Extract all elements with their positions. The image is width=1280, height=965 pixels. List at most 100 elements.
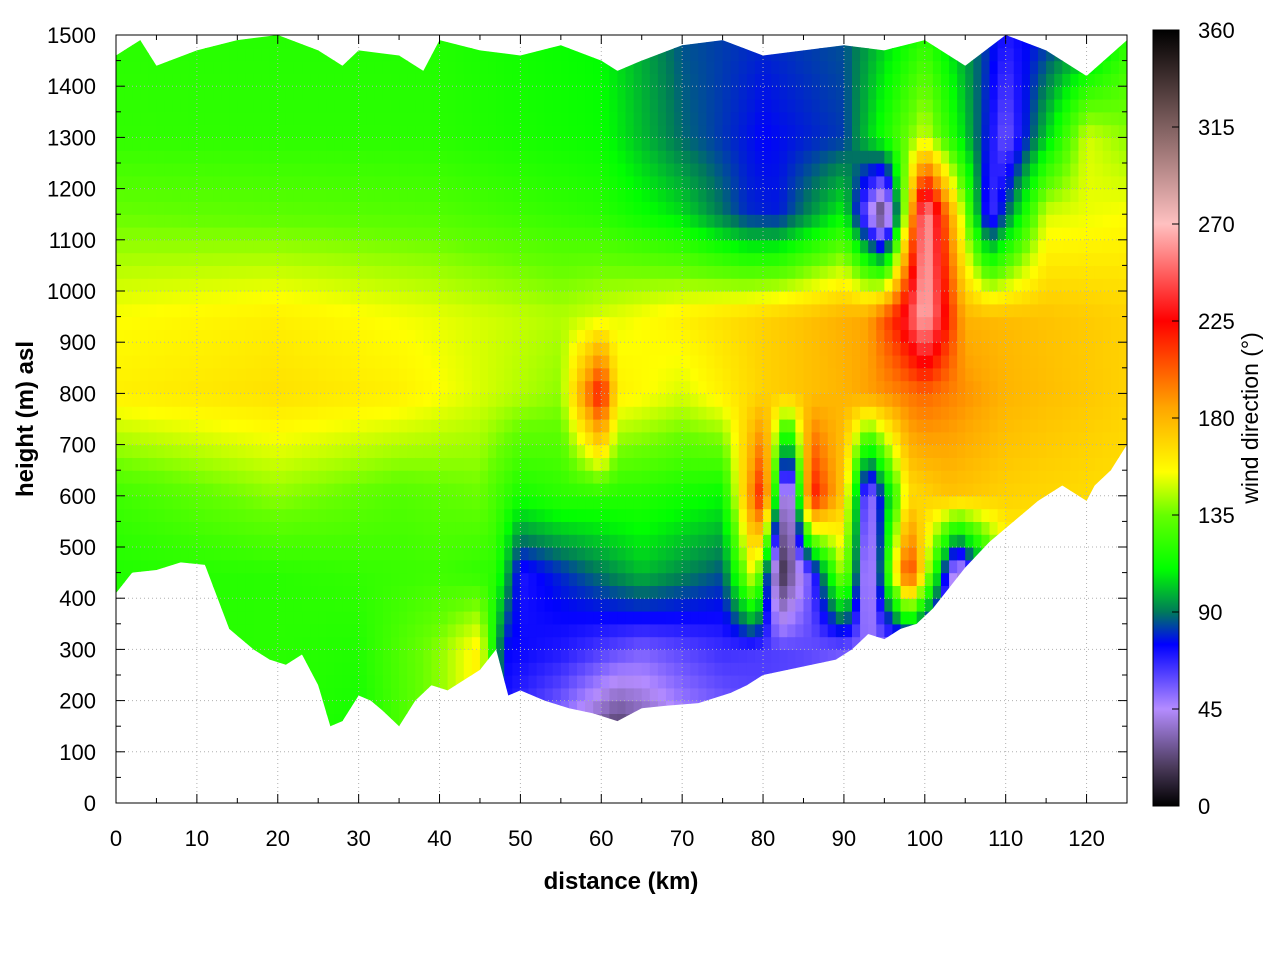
heatmap-cell bbox=[310, 777, 319, 790]
heatmap-cell bbox=[560, 188, 570, 202]
heatmap-cell bbox=[690, 585, 699, 599]
heatmap-cell bbox=[334, 73, 344, 87]
heatmap-cell bbox=[180, 431, 190, 446]
heatmap-cell bbox=[132, 291, 141, 305]
heatmap-cell bbox=[536, 457, 546, 471]
heatmap-cell bbox=[585, 227, 594, 241]
heatmap-cell bbox=[366, 585, 376, 599]
heatmap-cell bbox=[213, 60, 222, 74]
heatmap-cell bbox=[601, 419, 610, 433]
heatmap-cell bbox=[439, 137, 449, 151]
heatmap-cell bbox=[722, 572, 732, 586]
heatmap-cell bbox=[188, 611, 198, 625]
heatmap-cell bbox=[116, 431, 125, 446]
heatmap-cell bbox=[722, 444, 732, 458]
heatmap-cell bbox=[763, 406, 772, 420]
heatmap-cell bbox=[504, 547, 513, 561]
heatmap-cell bbox=[512, 137, 521, 151]
heatmap-cell bbox=[536, 163, 546, 177]
heatmap-cell bbox=[148, 47, 158, 62]
heatmap-cell bbox=[302, 726, 311, 739]
heatmap-cell bbox=[585, 342, 594, 356]
heatmap-cell bbox=[390, 585, 400, 599]
heatmap-cell bbox=[382, 636, 392, 650]
heatmap-cell bbox=[116, 342, 125, 356]
heatmap-cell bbox=[221, 765, 230, 778]
heatmap-cell bbox=[649, 483, 659, 497]
heatmap-cell bbox=[399, 227, 408, 241]
heatmap-cell bbox=[763, 393, 772, 407]
heatmap-cell bbox=[617, 419, 627, 433]
heatmap-cell bbox=[148, 35, 158, 49]
heatmap-cell bbox=[674, 623, 683, 638]
heatmap-cell bbox=[512, 252, 521, 266]
heatmap-cell bbox=[253, 765, 262, 778]
heatmap-cell bbox=[617, 777, 626, 790]
heatmap-cell bbox=[544, 175, 554, 190]
heatmap-cell bbox=[471, 278, 481, 292]
heatmap-cell bbox=[560, 636, 570, 650]
heatmap-cell bbox=[318, 752, 327, 765]
heatmap-cell bbox=[682, 188, 691, 202]
heatmap-cell bbox=[698, 431, 708, 446]
heatmap-cell bbox=[641, 534, 651, 548]
heatmap-cell bbox=[609, 598, 619, 612]
heatmap-cell bbox=[520, 278, 530, 292]
heatmap-cell bbox=[666, 739, 675, 752]
heatmap-cell bbox=[237, 636, 247, 650]
heatmap-cell bbox=[164, 227, 174, 241]
heatmap-cell bbox=[213, 470, 222, 484]
heatmap-cell bbox=[706, 265, 716, 279]
heatmap-cell bbox=[390, 611, 400, 625]
heatmap-cell bbox=[714, 214, 724, 228]
heatmap-cell bbox=[261, 521, 271, 535]
heatmap-cell bbox=[657, 355, 667, 369]
heatmap-cell bbox=[544, 495, 554, 510]
heatmap-cell bbox=[180, 521, 190, 535]
heatmap-cell bbox=[544, 713, 554, 727]
heatmap-cell bbox=[269, 623, 279, 638]
heatmap-cell bbox=[763, 623, 772, 638]
heatmap-cell bbox=[358, 278, 368, 292]
heatmap-cell bbox=[730, 291, 740, 305]
heatmap-cell bbox=[261, 662, 271, 676]
heatmap-cell bbox=[318, 790, 327, 803]
heatmap-cell bbox=[447, 111, 457, 126]
heatmap-cell bbox=[399, 483, 408, 497]
heatmap-cell bbox=[253, 201, 263, 215]
heatmap-cell bbox=[609, 73, 619, 87]
heatmap-cell bbox=[132, 765, 141, 778]
heatmap-cell bbox=[552, 483, 562, 497]
heatmap-cell bbox=[172, 150, 182, 164]
heatmap-cell bbox=[633, 662, 643, 676]
heatmap-cell bbox=[204, 124, 214, 138]
heatmap-cell bbox=[374, 419, 384, 433]
heatmap-cell bbox=[156, 201, 166, 215]
heatmap-cell bbox=[730, 406, 740, 420]
heatmap-cell bbox=[779, 47, 788, 62]
heatmap-cell bbox=[350, 547, 360, 561]
heatmap-cell bbox=[188, 35, 198, 49]
heatmap-cell bbox=[633, 547, 643, 561]
heatmap-cell bbox=[390, 559, 400, 574]
heatmap-cell bbox=[237, 739, 246, 752]
heatmap-cell bbox=[390, 175, 400, 190]
heatmap-cell bbox=[245, 559, 255, 574]
heatmap-cell bbox=[204, 47, 214, 62]
heatmap-cell bbox=[196, 534, 206, 548]
heatmap-cell bbox=[520, 252, 530, 266]
heatmap-cell bbox=[350, 265, 360, 279]
heatmap-cell bbox=[350, 47, 360, 62]
heatmap-cell bbox=[463, 316, 473, 330]
heatmap-cell bbox=[771, 752, 780, 765]
heatmap-cell bbox=[577, 150, 586, 164]
heatmap-cell bbox=[213, 265, 222, 279]
heatmap-cell bbox=[722, 99, 732, 113]
heatmap-cell bbox=[496, 99, 505, 113]
heatmap-cell bbox=[528, 73, 538, 87]
heatmap-cell bbox=[528, 419, 538, 433]
heatmap-cell bbox=[351, 726, 360, 739]
heatmap-cell bbox=[633, 611, 643, 625]
heatmap-cell bbox=[374, 393, 384, 407]
heatmap-cell bbox=[496, 752, 505, 765]
